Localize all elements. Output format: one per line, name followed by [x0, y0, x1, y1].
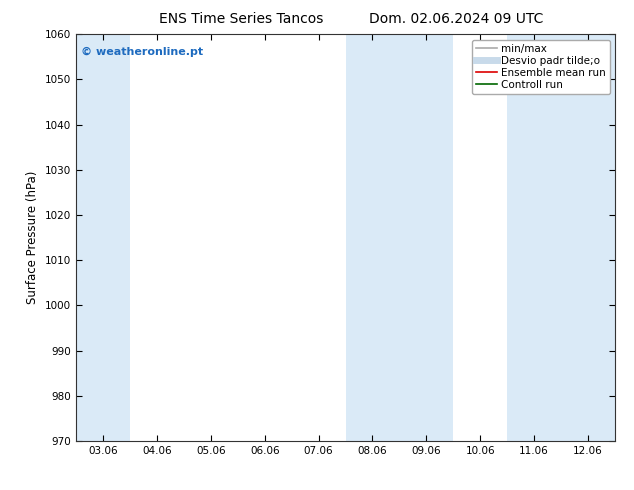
Legend: min/max, Desvio padr tilde;o, Ensemble mean run, Controll run: min/max, Desvio padr tilde;o, Ensemble m…	[472, 40, 610, 94]
Text: Dom. 02.06.2024 09 UTC: Dom. 02.06.2024 09 UTC	[369, 12, 544, 26]
Bar	[76, 34, 130, 441]
Bar	[507, 34, 615, 441]
Text: ENS Time Series Tancos: ENS Time Series Tancos	[158, 12, 323, 26]
Y-axis label: Surface Pressure (hPa): Surface Pressure (hPa)	[27, 171, 39, 304]
Text: © weatheronline.pt: © weatheronline.pt	[81, 47, 204, 56]
Bar	[346, 34, 453, 441]
